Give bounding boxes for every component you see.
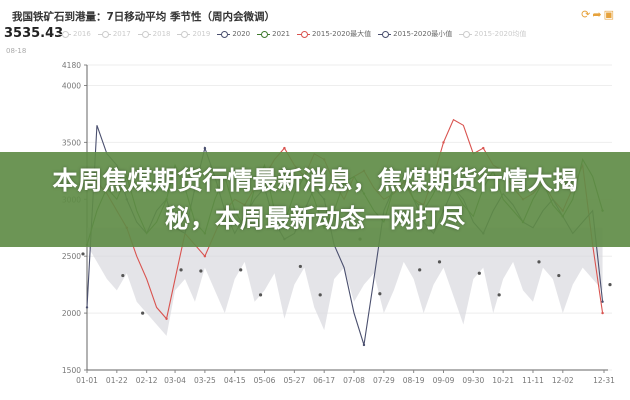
legend-marker-icon	[257, 30, 271, 38]
legend-item[interactable]: 2015-2020均值	[459, 29, 526, 39]
y-tick-label: 4180	[62, 61, 81, 70]
legend-item[interactable]: 2020	[217, 29, 250, 39]
x-tick-label: 02-12	[136, 376, 158, 385]
data-point	[283, 146, 286, 150]
x-tick-label: 09-09	[433, 376, 455, 385]
legend-label: 2019	[192, 30, 211, 38]
y-tick-label: 3500	[62, 138, 81, 147]
chart-title: 我国铁矿石到港量：7日移动平均 季节性（周内会微调）	[12, 11, 275, 23]
x-tick-label: 01-01	[76, 376, 98, 385]
x-tick-label: 09-30	[462, 376, 484, 385]
mean-point	[537, 260, 541, 264]
overlay-banner: 本周焦煤期货行情最新消息，焦煤期货行情大揭秘，本周最新动态一网打尽	[0, 152, 630, 247]
mean-point	[557, 273, 561, 278]
legend-label: 2016	[73, 30, 91, 38]
mean-point	[378, 292, 382, 296]
legend-marker-icon	[296, 30, 310, 38]
legend-item[interactable]: 2019	[177, 29, 210, 39]
x-tick-label: 05-27	[283, 376, 305, 385]
mean-point	[121, 273, 125, 278]
legend-item[interactable]: 2018	[137, 29, 171, 39]
legend-marker-icon	[137, 30, 151, 38]
data-point	[442, 141, 445, 144]
mean-point	[418, 268, 422, 272]
legend-marker-icon	[177, 30, 191, 38]
legend-marker-icon	[378, 30, 392, 38]
refresh-icon[interactable]: ⟳	[581, 8, 593, 21]
mean-point	[179, 268, 183, 272]
x-tick-label: 12-02	[552, 376, 574, 385]
legend-marker-icon	[217, 30, 231, 38]
data-point	[165, 317, 168, 320]
legend-label: 2015-2020最小值	[393, 30, 453, 38]
current-value: 3535.43	[4, 26, 64, 41]
y-tick-label: 2000	[62, 309, 81, 318]
x-tick-label: 04-15	[224, 376, 246, 385]
x-tick-label: 06-17	[313, 376, 335, 385]
legend-label: 2018	[152, 30, 171, 38]
x-tick-label: 08-19	[403, 376, 425, 385]
y-tick-label: 1500	[62, 366, 81, 375]
x-tick-label: 01-22	[106, 376, 128, 385]
mean-point	[258, 293, 263, 297]
x-tick-label: 07-29	[373, 376, 395, 385]
mean-point	[437, 260, 442, 264]
data-point	[601, 300, 604, 303]
x-tick-label: 07-08	[343, 376, 365, 385]
legend-item[interactable]: 2021	[257, 29, 290, 39]
legend-marker-icon	[58, 30, 71, 38]
x-tick-label: 12-31	[593, 376, 615, 385]
x-tick-label: 11-11	[522, 376, 544, 385]
mean-point	[608, 283, 612, 287]
data-point	[85, 306, 89, 309]
legend-label: 2017	[112, 30, 131, 38]
legend-item[interactable]: 2015-2020最大值	[296, 29, 372, 39]
toolbar: ⟳➦▣	[581, 8, 616, 21]
min-range-area	[87, 227, 603, 336]
mean-point	[239, 268, 243, 272]
x-tick-label: 03-25	[194, 376, 216, 385]
save-icon[interactable]: ▣	[603, 8, 616, 21]
y-tick-label: 2500	[62, 252, 81, 261]
mean-point	[199, 269, 203, 273]
legend: 2016 2017 2018 2019 2020 2021 2015-2020最大值 2015…	[58, 29, 526, 39]
data-point	[362, 343, 366, 347]
data-point	[203, 146, 207, 150]
data-point	[601, 311, 604, 315]
mean-point	[497, 293, 501, 297]
mean-point	[81, 252, 85, 256]
mean-point	[298, 264, 302, 269]
legend-marker-icon	[459, 30, 473, 38]
x-tick-label: 05-06	[254, 376, 276, 385]
x-tick-label: 03-04	[164, 376, 186, 385]
share-icon[interactable]: ➦	[592, 8, 604, 21]
x-tick-label: 10-21	[492, 376, 514, 385]
current-date: 08-18	[6, 47, 27, 55]
legend-item[interactable]: 2017	[97, 29, 131, 39]
mean-point	[318, 293, 322, 297]
legend-label: 2021	[272, 30, 290, 38]
legend-item[interactable]: 2015-2020最小值	[378, 29, 452, 39]
legend-label: 2015-2020均值	[474, 30, 527, 38]
mean-point	[477, 271, 481, 275]
legend-marker-icon	[97, 30, 111, 38]
data-point	[203, 254, 207, 258]
legend-item[interactable]: 2016	[58, 29, 91, 39]
legend-label: 2015-2020最大值	[311, 30, 372, 38]
legend-label: 2020	[232, 30, 251, 38]
y-tick-label: 4000	[62, 81, 81, 90]
mean-point	[141, 311, 145, 315]
banner-headline: 本周焦煤期货行情最新消息，焦煤期货行情大揭秘，本周最新动态一网打尽	[52, 165, 578, 233]
data-point	[482, 146, 485, 150]
